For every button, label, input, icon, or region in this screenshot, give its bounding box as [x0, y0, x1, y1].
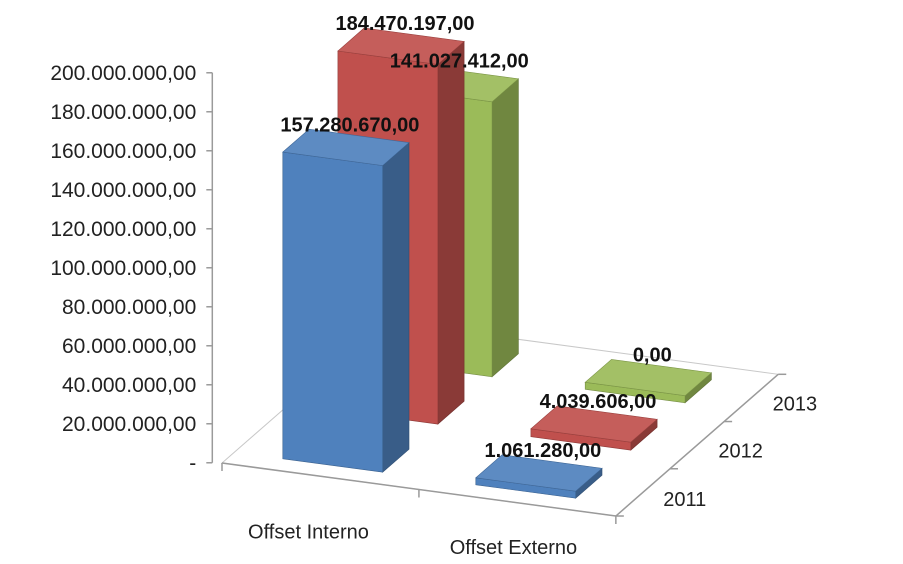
y-tick-label: -: [189, 452, 196, 475]
y-tick-label: 40.000.000,00: [62, 374, 196, 397]
y-tick-label: 80.000.000,00: [62, 296, 196, 319]
bar-top-face: [282, 128, 410, 166]
y-tick-label: 100.000.000,00: [50, 257, 196, 280]
bar-top-face: [337, 27, 465, 65]
data-label: 184.470.197,00: [336, 13, 475, 35]
data-label: 141.027.412,00: [390, 51, 529, 73]
category-label: Offset Interno: [248, 521, 369, 543]
bar-2011-offset-interno: [282, 128, 410, 473]
series-depth-labels: 2011 2012 2013: [663, 393, 817, 510]
bar-2013-offset-externo: [584, 359, 713, 404]
bar-2012-offset-externo: [530, 405, 658, 451]
y-tick-label: 160.000.000,00: [50, 140, 196, 163]
series-label-2012: 2012: [718, 441, 763, 463]
y-tick-label: 60.000.000,00: [62, 335, 196, 358]
data-label: 157.280.670,00: [280, 114, 419, 136]
y-tick-label: 140.000.000,00: [50, 179, 196, 202]
bar-top-face: [475, 454, 603, 492]
bar-top-face: [530, 405, 658, 443]
y-tick-label: 120.000.000,00: [50, 218, 196, 241]
depth-axis-line: [615, 373, 779, 517]
bar-side-face: [382, 141, 410, 473]
bar-front-face: [282, 151, 384, 473]
data-labels: 141.027.412,00 0,00 184.470.197,00 4.039.60…: [280, 13, 671, 462]
y-axis-ticks: - 20.000.000,00 40.000.000,00 60.000.000,00…: [50, 62, 213, 475]
data-label: 1.061.280,00: [485, 440, 602, 462]
bar-side-face: [437, 40, 465, 425]
data-label: 0,00: [633, 345, 672, 367]
series-label-2011: 2011: [663, 489, 706, 511]
category-label: Offset Externo: [450, 537, 577, 559]
y-tick-label: 20.000.000,00: [62, 413, 196, 436]
y-tick-label: 180.000.000,00: [50, 101, 196, 124]
data-label: 4.039.606,00: [540, 391, 657, 413]
category-labels: Offset Interno Offset Externo: [248, 521, 577, 559]
y-tick-label: 200.000.000,00: [50, 62, 196, 85]
bar-top-face: [584, 359, 713, 397]
bar-2011-offset-externo: [475, 454, 603, 499]
series-label-2013: 2013: [773, 393, 818, 415]
bar-side-face: [491, 78, 519, 378]
chart-bars: [282, 27, 713, 499]
